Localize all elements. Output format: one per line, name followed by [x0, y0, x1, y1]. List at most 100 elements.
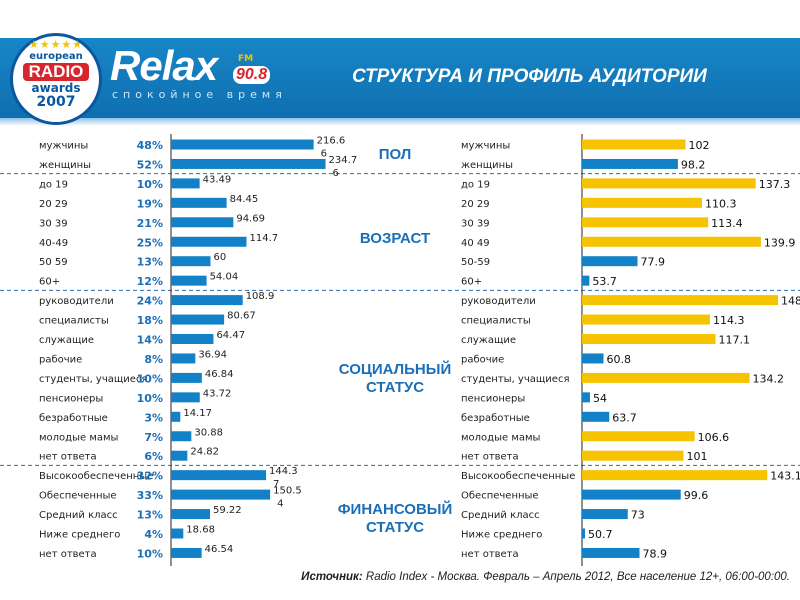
left-value-label: 150.5 4 — [273, 486, 302, 510]
right-category-label: студенты, учащиеся — [461, 374, 569, 385]
left-chart-audience-share: мужчины 48% 216.6 6 женщины 52% 234.7 6 до 19 10%… — [39, 134, 357, 566]
left-value-label: 43.49 — [203, 174, 232, 185]
left-bar — [171, 470, 267, 481]
right-category-label: Высокообеспеченные — [461, 471, 575, 482]
left-category-label: 60+ — [39, 277, 60, 288]
logo-slogan: спокойное время — [112, 88, 287, 101]
right-value-label: 143.1 — [770, 470, 800, 483]
right-category-label: пенсионеры — [461, 393, 525, 404]
right-bar — [582, 295, 779, 306]
logo-frequency: 90.8 — [233, 66, 271, 84]
right-bar — [582, 275, 590, 286]
left-percent-label: 25% — [137, 236, 163, 249]
right-bar — [582, 528, 585, 539]
source-text: Radio Index - Москва. Февраль – Апрель 2… — [365, 571, 790, 583]
left-value-label: 46.84 — [205, 369, 234, 380]
right-value-label: 139.9 — [764, 236, 796, 249]
left-percent-label: 10% — [137, 392, 163, 405]
right-bar — [582, 547, 640, 558]
right-category-label: до 19 — [461, 179, 490, 190]
section-dividers — [0, 173, 800, 466]
right-value-label: 110.3 — [705, 197, 737, 210]
right-value-label: 117.1 — [719, 334, 751, 347]
right-bar — [582, 197, 702, 208]
right-value-label: 134.2 — [753, 372, 785, 385]
badge-line-european: european — [29, 51, 83, 62]
section-label: ВОЗРАСТ — [360, 230, 430, 247]
left-category-label: безработные — [39, 413, 108, 424]
left-percent-label: 33% — [137, 489, 163, 502]
right-category-label: 30 39 — [461, 218, 490, 229]
right-category-label: 20 29 — [461, 199, 490, 210]
left-percent-label: 18% — [137, 314, 163, 327]
left-value-label: 60 — [214, 252, 227, 263]
left-category-label: студенты, учащиеся — [39, 374, 147, 385]
left-bar — [171, 314, 225, 325]
left-bar — [171, 489, 271, 500]
page-title: СТРУКТУРА И ПРОФИЛЬ АУДИТОРИИ — [352, 66, 707, 87]
right-category-label: специалисты — [461, 316, 531, 327]
right-bar — [582, 450, 684, 461]
right-chart-affinity-index: мужчины 102 женщины 98.2 до 19 137.3 20 29 110.… — [461, 134, 800, 566]
left-bar — [171, 334, 214, 344]
left-category-label: 50 59 — [39, 257, 68, 268]
left-bar — [171, 197, 227, 208]
right-value-label: 60.8 — [606, 353, 631, 366]
section-label: ПОЛ — [379, 146, 412, 163]
relax-fm-logo: Relax FM 90.8 спокойное время — [110, 44, 287, 102]
right-bar — [582, 470, 768, 481]
right-bar — [582, 392, 590, 403]
right-value-label: 98.2 — [681, 158, 706, 171]
right-value-label: 50.7 — [588, 528, 613, 541]
left-percent-label: 14% — [137, 334, 163, 347]
left-bar — [171, 528, 184, 539]
left-category-label: женщины — [39, 160, 91, 171]
left-category-label: специалисты — [39, 316, 109, 327]
left-bar — [171, 275, 207, 286]
left-value-label: 144.3 7 — [269, 466, 298, 490]
right-value-label: 99.6 — [684, 489, 709, 502]
left-percent-label: 13% — [137, 509, 163, 522]
right-bar — [582, 334, 716, 344]
right-value-label: 73 — [631, 509, 645, 522]
left-bar — [171, 139, 314, 150]
right-category-label: 60+ — [461, 277, 482, 288]
right-category-label: безработные — [461, 413, 530, 424]
badge-line-awards: awards — [31, 81, 81, 95]
right-category-label: 50-59 — [461, 257, 490, 268]
left-value-label: 80.67 — [227, 311, 256, 322]
badge-line-year: 2007 — [36, 94, 76, 110]
left-percent-label: 48% — [137, 139, 163, 152]
left-bar — [171, 450, 188, 461]
left-percent-label: 21% — [137, 217, 163, 230]
left-bar — [171, 256, 211, 267]
right-category-label: служащие — [461, 335, 516, 346]
left-percent-label: 10% — [137, 547, 163, 560]
right-category-label: Средний класс — [461, 510, 540, 521]
right-category-label: нет ответа — [461, 549, 519, 560]
left-bar — [171, 178, 200, 189]
right-category-label: руководители — [461, 296, 536, 307]
left-value-label: 108.9 — [246, 291, 275, 302]
left-value-label: 30.88 — [194, 427, 223, 438]
right-category-label: мужчины — [461, 141, 510, 152]
right-value-label: 113.4 — [711, 217, 743, 230]
left-percent-label: 13% — [137, 256, 163, 269]
left-category-label: пенсионеры — [39, 393, 103, 404]
right-bar — [582, 372, 750, 383]
left-category-label: Высокообеспеченные — [39, 471, 153, 482]
left-bar — [171, 295, 243, 306]
source-label: Источник: — [301, 571, 363, 583]
left-bar — [171, 217, 234, 228]
left-percent-label: 32% — [137, 470, 163, 483]
right-bar — [582, 178, 756, 189]
right-bar — [582, 431, 695, 442]
right-bar — [582, 411, 610, 422]
european-radio-awards-badge: ★★★★★ european RADIO awards 2007 — [10, 33, 102, 125]
right-value-label: 54 — [593, 392, 607, 405]
left-bar — [171, 353, 196, 364]
left-percent-label: 12% — [137, 275, 163, 288]
right-value-label: 102 — [688, 139, 709, 152]
right-value-label: 53.7 — [592, 275, 617, 288]
